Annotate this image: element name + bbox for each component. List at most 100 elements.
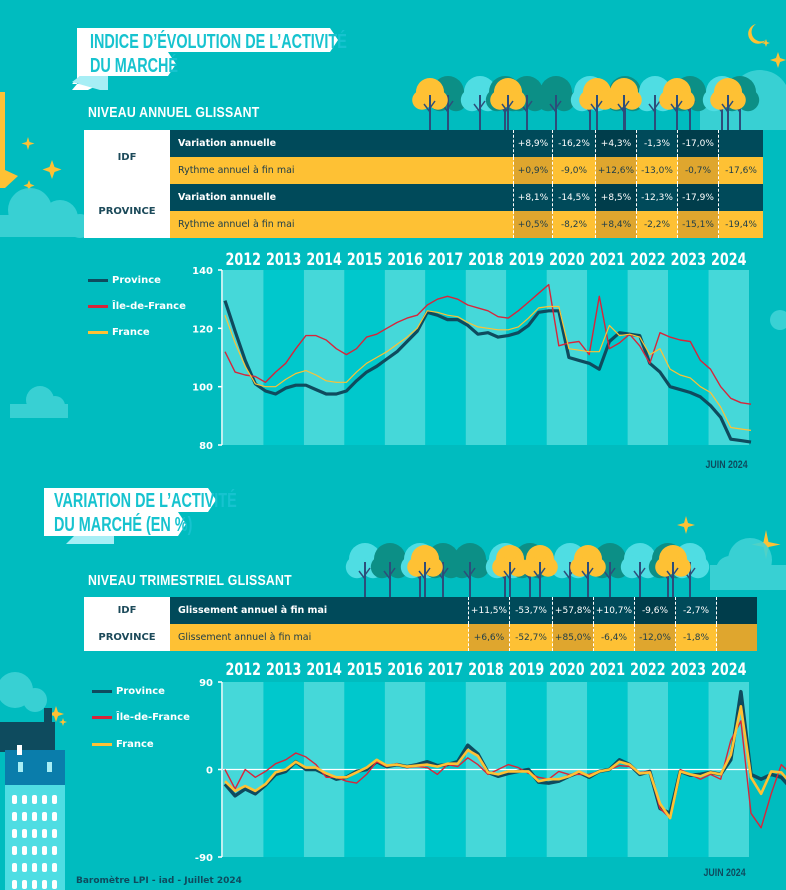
year-band <box>587 270 628 445</box>
chart-activity-variation: 2012 2013 2014 2015 2016 2017 2018 2019 2020 2021… <box>195 659 786 864</box>
year-tick-label: 2012 <box>225 249 260 269</box>
table-cell: -2,2% <box>636 211 678 238</box>
section2-title-line1: VARIATION DE L’ACTIVITÉ <box>54 490 237 512</box>
table-cell: -13,0% <box>636 157 678 184</box>
chart-activity-index: 2012 2013 2014 2015 2016 2017 2018 2019 2020 2021… <box>192 249 752 452</box>
legend-label: France <box>116 739 154 750</box>
flag-decoration <box>0 92 18 188</box>
legend-swatch-france <box>92 743 112 746</box>
year-tick-label: 2017 <box>428 249 463 269</box>
section2-title-line2: DU MARCHÉ (EN %) <box>54 514 193 536</box>
region-label-idf: IDF <box>84 130 170 184</box>
year-band <box>303 270 345 445</box>
year-tick-label: 2014 <box>306 249 341 269</box>
year-tick-label: 2022 <box>630 659 665 679</box>
y-tick-label: 100 <box>192 383 213 394</box>
table-cell: -6,4% <box>593 624 635 651</box>
year-band <box>263 270 304 445</box>
y-tick-label: 120 <box>192 324 213 335</box>
chart1-date-annotation: JUIN 2024 <box>705 459 748 471</box>
table-row: Rythme annuel à fin mai +0,9% -9,0% +12,… <box>84 157 763 184</box>
year-tick-label: 2020 <box>549 659 584 679</box>
row-label: Glissement annuel à fin mai <box>170 597 469 624</box>
year-tick-label: 2020 <box>549 249 584 269</box>
legend-label: Île-de-France <box>112 301 186 312</box>
trees-illustration-top <box>412 76 760 130</box>
table-cell: -1,8% <box>675 624 717 651</box>
table-cell: +12,6% <box>595 157 637 184</box>
year-tick-label: 2019 <box>509 249 544 269</box>
year-tick-label: 2022 <box>630 249 665 269</box>
table-cell: +10,7% <box>593 597 635 624</box>
table-cell: -9,6% <box>634 597 676 624</box>
year-tick-label: 2017 <box>428 659 463 679</box>
table-cell: +0,5% <box>513 211 553 238</box>
legend-label: Province <box>112 275 161 286</box>
table-row: Rythme annuel à fin mai +0,5% -8,2% +8,4… <box>84 211 763 238</box>
table-cell: -8,2% <box>552 211 596 238</box>
year-tick-label: 2014 <box>306 659 341 679</box>
row-label: Rythme annuel à fin mai <box>170 157 514 184</box>
year-band <box>506 270 547 445</box>
table-row: IDF Variation annuelle +8,9% -16,2% +4,3… <box>84 130 763 184</box>
series-line-province <box>223 300 752 444</box>
table-cell: -15,1% <box>677 211 719 238</box>
legend-swatch-idf <box>88 305 108 308</box>
table-cell: +85,0% <box>552 624 594 651</box>
section1-subtitle: NIVEAU ANNUEL GLISSANT <box>88 104 260 121</box>
region-label-province: PROVINCE <box>84 624 170 651</box>
year-tick-label: 2024 <box>711 659 746 679</box>
legend-item-idf: Île-de-France <box>88 301 186 312</box>
legend-item-france: France <box>88 327 150 338</box>
table-cell: +8,5% <box>595 184 637 211</box>
y-tick-label: 90 <box>199 678 213 689</box>
year-tick-label: 2015 <box>347 249 382 269</box>
year-tick-label: 2016 <box>387 249 422 269</box>
table-cell: +4,3% <box>595 130 637 157</box>
table-row: PROVINCE Variation annuelle +8,1% -14,5%… <box>84 184 763 238</box>
legend-label: Province <box>116 686 165 697</box>
table-cell: -17,6% <box>718 157 763 184</box>
moon-icon <box>748 24 766 44</box>
row-label: Variation annuelle <box>170 184 514 211</box>
series-line-idf <box>224 283 752 405</box>
star-icon <box>21 39 786 726</box>
table-cell: -17,0% <box>677 130 719 157</box>
section2-stats-table: IDF Glissement annuel à fin mai +11,5% -… <box>84 597 757 651</box>
legend-swatch-province <box>92 690 112 693</box>
table-cell: -2,7% <box>675 597 717 624</box>
legend-label: France <box>112 327 150 338</box>
trees-illustration-bottom <box>345 543 710 597</box>
table-cell: -17,9% <box>677 184 719 211</box>
year-band <box>546 270 588 445</box>
table-cell: -9,0% <box>552 157 596 184</box>
section1-stats-table: IDF Variation annuelle +8,9% -16,2% +4,3… <box>84 130 763 238</box>
legend-item-province: Province <box>92 686 165 697</box>
table-cell: +0,9% <box>513 157 553 184</box>
y-tick-label: 140 <box>192 266 213 277</box>
year-tick-label: 2023 <box>671 249 706 269</box>
y-tick-label: -90 <box>195 853 213 864</box>
year-tick-label: 2018 <box>468 659 503 679</box>
year-band <box>344 270 385 445</box>
section2-subtitle: NIVEAU TRIMESTRIEL GLISSANT <box>88 572 292 589</box>
year-tick-label: 2013 <box>266 249 301 269</box>
legend-swatch-france <box>88 331 108 334</box>
chart2-date-annotation: JUIN 2024 <box>703 867 746 879</box>
table-cell: +8,4% <box>595 211 637 238</box>
table-cell: +57,8% <box>552 597 594 624</box>
legend-item-idf: Île-de-France <box>92 712 190 723</box>
year-tick-label: 2021 <box>590 659 625 679</box>
section1-title-line2: DU MARCHÉ <box>90 55 178 77</box>
building-illustration <box>0 708 65 890</box>
table-cell: -14,5% <box>552 184 596 211</box>
year-tick-label: 2024 <box>711 249 746 269</box>
table-cell: +11,5% <box>468 597 510 624</box>
region-label-province: PROVINCE <box>84 184 170 238</box>
year-tick-label: 2016 <box>387 659 422 679</box>
year-band <box>465 270 507 445</box>
row-label: Rythme annuel à fin mai <box>170 211 514 238</box>
section1-title-line1: INDICE D’ÉVOLUTION DE L’ACTIVITÉ <box>90 31 347 53</box>
table-cell: -1,3% <box>636 130 678 157</box>
legend-item-france: France <box>92 739 154 750</box>
